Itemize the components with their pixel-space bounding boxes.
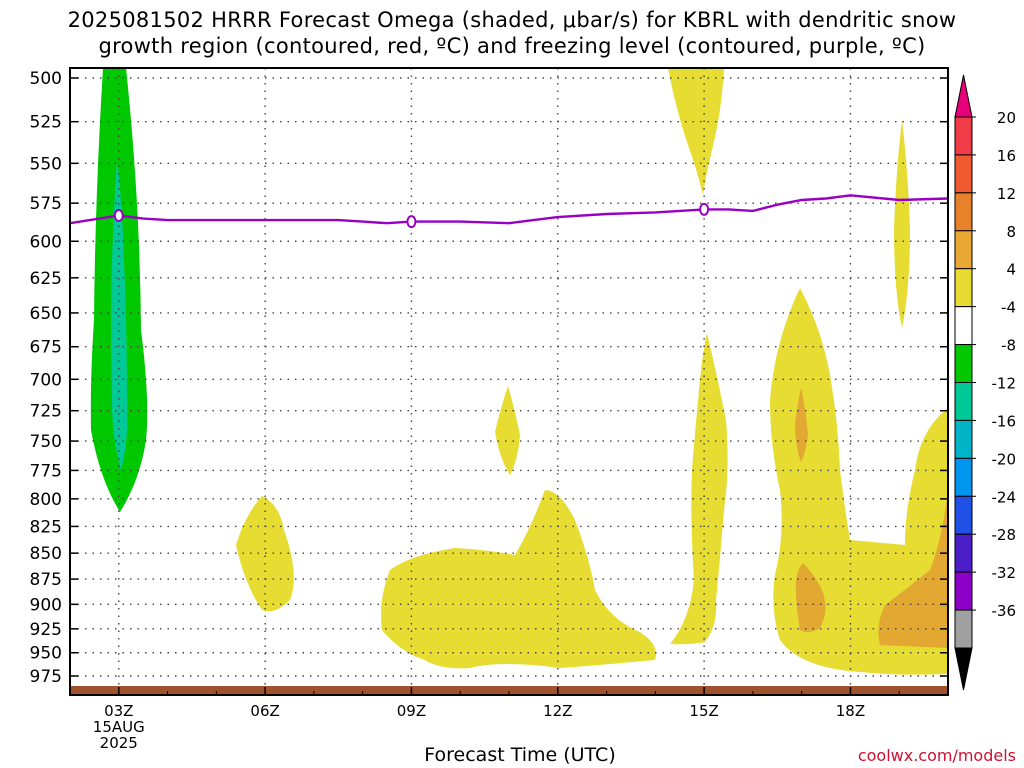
colorbar: 20 16 12 8 4 -4 -8 -12 -16 -20 -24 -28 -32 -36 [954,74,1017,691]
colorbar-swatch [954,571,973,611]
omega-region-teal [111,160,128,470]
y-tick-label: 600 [30,232,62,252]
colorbar-swatch [954,382,973,421]
colorbar-label: 16 [997,147,1016,165]
y-tick-label: 750 [30,432,62,452]
omega-region-yellow-15z [670,333,728,645]
freezing-level-contour [69,194,949,225]
omega-region-yellow-19z [894,120,910,328]
colorbar-swatch [954,609,973,649]
chart-title-line-1: 2025081502 HRRR Forecast Omega (shaded, … [67,8,957,32]
y-tick-label: 650 [30,304,62,324]
colorbar-swatch [954,116,973,156]
y-tick-label: 550 [30,154,62,174]
colorbar-label: 8 [1006,223,1016,241]
colorbar-top-arrow [954,74,973,118]
credit-link[interactable]: coolwx.com/models [857,746,1016,765]
omega-region-yellow-06z [236,496,294,612]
y-tick-label: 925 [30,620,62,640]
y-axis-ticks: 500 525 550 575 600 625 650 675 700 725 750 775 800 8… [30,69,948,687]
omega-region-yellow-12z [381,490,656,669]
y-tick-label: 800 [30,490,62,510]
colorbar-label: -4 [1001,299,1016,317]
freezing-level-contour-label [699,202,710,216]
y-tick-label: 725 [30,402,62,422]
colorbar-label: -8 [1001,337,1016,355]
omega-region-yellow-11z [495,386,520,475]
y-tick-label: 850 [30,544,62,564]
colorbar-label: -24 [992,488,1017,506]
omega-shading [90,68,948,675]
x-tick-label: 03Z [104,702,133,720]
y-tick-label: 625 [30,269,62,289]
y-tick-label: 775 [30,461,62,481]
y-tick-label: 500 [30,69,62,89]
colorbar-swatch [954,457,973,497]
x-sub-label: 2025 [100,734,138,752]
colorbar-label: -36 [992,602,1017,620]
y-tick-label: 525 [30,113,62,133]
colorbar-label: -12 [992,375,1017,393]
colorbar-swatch [954,192,973,232]
y-tick-label: 875 [30,570,62,590]
y-tick-label: 675 [30,338,62,358]
y-tick-label: 950 [30,644,62,664]
y-tick-label: 825 [30,517,62,537]
x-tick-label: 12Z [543,702,572,720]
colorbar-swatch [954,495,973,535]
omega-region-orange-19z [878,490,948,648]
colorbar-label: 4 [1006,261,1016,279]
colorbar-swatch [954,419,973,459]
x-axis-label: Forecast Time (UTC) [424,744,616,766]
colorbar-swatch [954,230,973,270]
y-tick-label: 575 [30,194,62,214]
x-tick-label: 06Z [250,702,279,720]
omega-region-orange-17z-upper [795,388,808,462]
colorbar-swatch [954,268,973,308]
colorbar-label: -16 [992,412,1017,430]
omega-region-yellow-top-15z [668,68,724,195]
colorbar-swatch [954,533,973,573]
colorbar-label: 12 [997,185,1016,203]
colorbar-bottom-arrow [954,647,973,691]
colorbar-swatch [954,306,973,346]
freezing-level-contour-label [406,215,417,229]
colorbar-swatch [954,154,973,194]
freezing-level-contour-label [113,209,124,223]
colorbar-label: -20 [992,450,1017,468]
colorbar-label: 20 [997,109,1016,127]
y-tick-label: 900 [30,595,62,615]
chart-title-line-2: growth region (contoured, red, ºC) and f… [98,34,926,58]
x-tick-label: 18Z [836,702,865,720]
x-sub-label: 15AUG [93,718,145,736]
x-tick-label: 15Z [689,702,718,720]
omega-region-orange-17z-lower [795,563,826,633]
colorbar-label: -28 [992,526,1017,544]
y-tick-label: 975 [30,667,62,687]
colorbar-swatch [954,344,973,384]
x-tick-label: 09Z [397,702,426,720]
colorbar-label: -32 [992,564,1017,582]
ground-strip [70,686,948,694]
y-tick-label: 700 [30,370,62,390]
freezing-level-contour-labels [113,202,710,229]
